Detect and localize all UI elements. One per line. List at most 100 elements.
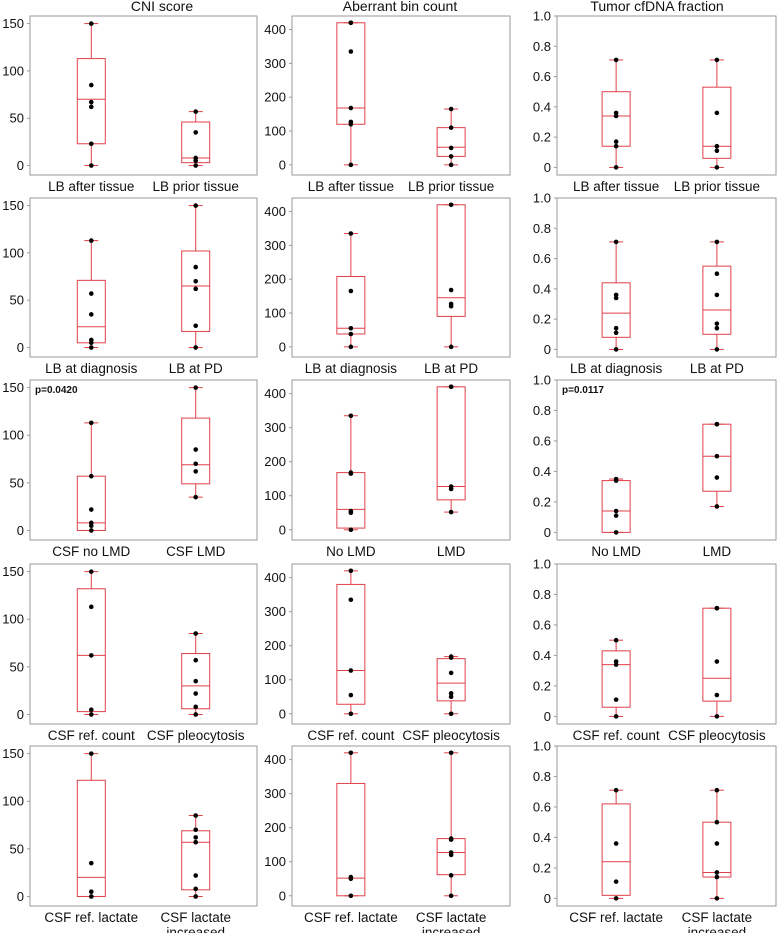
data-point (88, 99, 94, 105)
iqr-box (601, 803, 631, 896)
x-category-label: CSF ref. lactate (44, 910, 138, 925)
x-category-label: LB after tissue (308, 179, 394, 194)
data-point (613, 896, 619, 901)
data-point (88, 507, 94, 512)
data-point (448, 893, 454, 899)
x-category-label: CSF no LMD (52, 544, 130, 559)
box (181, 385, 211, 500)
y-tick-label: 0 (544, 891, 551, 906)
data-point (448, 873, 454, 878)
x-category-label: CSF lactate (416, 910, 487, 925)
data-point (448, 509, 454, 515)
x-category-label: CSF lactate (160, 910, 231, 925)
x-category-label: LB at diagnosis (45, 361, 138, 376)
boxplot-panel: 0 0.2 0.4 0.6 0.8 1.0 CSF ref. count CSF pleocy… (533, 557, 777, 743)
data-point (613, 139, 619, 144)
data-point (348, 893, 354, 899)
data-point (448, 106, 454, 112)
y-tick-label: 400 (264, 752, 286, 767)
data-point (348, 162, 354, 168)
box (436, 202, 466, 350)
data-point (448, 202, 454, 208)
data-point (193, 827, 199, 833)
data-point (193, 657, 199, 663)
data-point (348, 325, 354, 331)
boxplot-panel: 0 0.2 0.4 0.6 0.8 1.0 CSF ref. lactate CSF lact… (533, 739, 777, 933)
y-tick-label: 300 (264, 420, 286, 435)
y-tick-label: 0.2 (533, 494, 551, 509)
y-tick-label: 0.4 (533, 464, 551, 479)
data-point (88, 345, 94, 350)
y-tick-label: 0 (17, 889, 24, 904)
data-point (88, 291, 94, 296)
y-tick-label: 400 (264, 22, 286, 37)
data-point (613, 165, 619, 170)
data-point (714, 421, 720, 427)
data-point (714, 110, 720, 116)
data-point (193, 345, 199, 350)
data-point (193, 894, 199, 899)
data-point (613, 879, 619, 884)
data-point (193, 385, 199, 390)
data-point (714, 321, 720, 326)
y-tick-label: 100 (264, 488, 286, 503)
data-point (613, 659, 619, 664)
x-category-label: LB at diagnosis (305, 361, 398, 376)
data-point (88, 604, 94, 610)
data-point (193, 469, 199, 474)
data-point (88, 569, 94, 574)
plot-frame (556, 197, 777, 358)
x-category-label: LB after tissue (48, 179, 134, 194)
y-tick-label: 0.2 (533, 860, 551, 875)
data-point (714, 819, 720, 825)
data-point (714, 896, 720, 901)
boxplot-panel: 0 50 100 150 CSF no LMD CSF LMD p=0.0420 (2, 379, 258, 559)
data-point (714, 659, 720, 664)
data-point (613, 347, 619, 352)
x-category-label: LB at PD (690, 361, 744, 376)
data-point (714, 292, 720, 298)
iqr-box (702, 821, 732, 878)
x-category-label: LB at PD (169, 361, 223, 376)
data-point (348, 331, 354, 337)
x-category-label: LB at diagnosis (570, 361, 663, 376)
plot-frame (29, 563, 258, 725)
data-point (714, 271, 720, 277)
y-tick-label: 150 (2, 198, 24, 213)
data-point (348, 49, 354, 54)
data-point (193, 163, 199, 168)
box (336, 20, 366, 168)
y-tick-label: 0.6 (533, 251, 551, 266)
x-category-label: LMD (703, 544, 732, 559)
data-point (193, 155, 199, 161)
data-point (714, 692, 720, 698)
y-tick-label: 100 (2, 428, 24, 443)
data-point (714, 475, 720, 480)
data-point (448, 145, 454, 151)
plot-frame (291, 379, 511, 541)
x-category-label: LB prior tissue (153, 179, 239, 194)
y-tick-label: 1.0 (533, 373, 551, 388)
x-category-label: increased (422, 925, 481, 933)
x-category-label: CSF pleocytosis (668, 728, 766, 743)
iqr-box (601, 480, 631, 533)
iqr-box (601, 91, 631, 147)
x-category-label: CSF pleocytosis (147, 728, 245, 743)
data-point (448, 484, 454, 489)
plot-frame (291, 563, 511, 725)
data-point (88, 163, 94, 168)
plot-frame (29, 745, 258, 907)
box (601, 57, 631, 170)
y-tick-label: 0.4 (533, 830, 551, 845)
data-point (348, 20, 354, 26)
y-tick-label: 50 (10, 841, 24, 856)
y-tick-label: 50 (10, 111, 24, 126)
iqr-box (702, 265, 732, 335)
data-point (448, 301, 454, 307)
y-tick-label: 200 (264, 90, 286, 105)
x-category-label: CSF ref. count (573, 728, 660, 743)
data-point (348, 750, 354, 756)
y-tick-label: 200 (264, 638, 286, 653)
box (601, 239, 631, 352)
y-tick-label: 200 (264, 272, 286, 287)
